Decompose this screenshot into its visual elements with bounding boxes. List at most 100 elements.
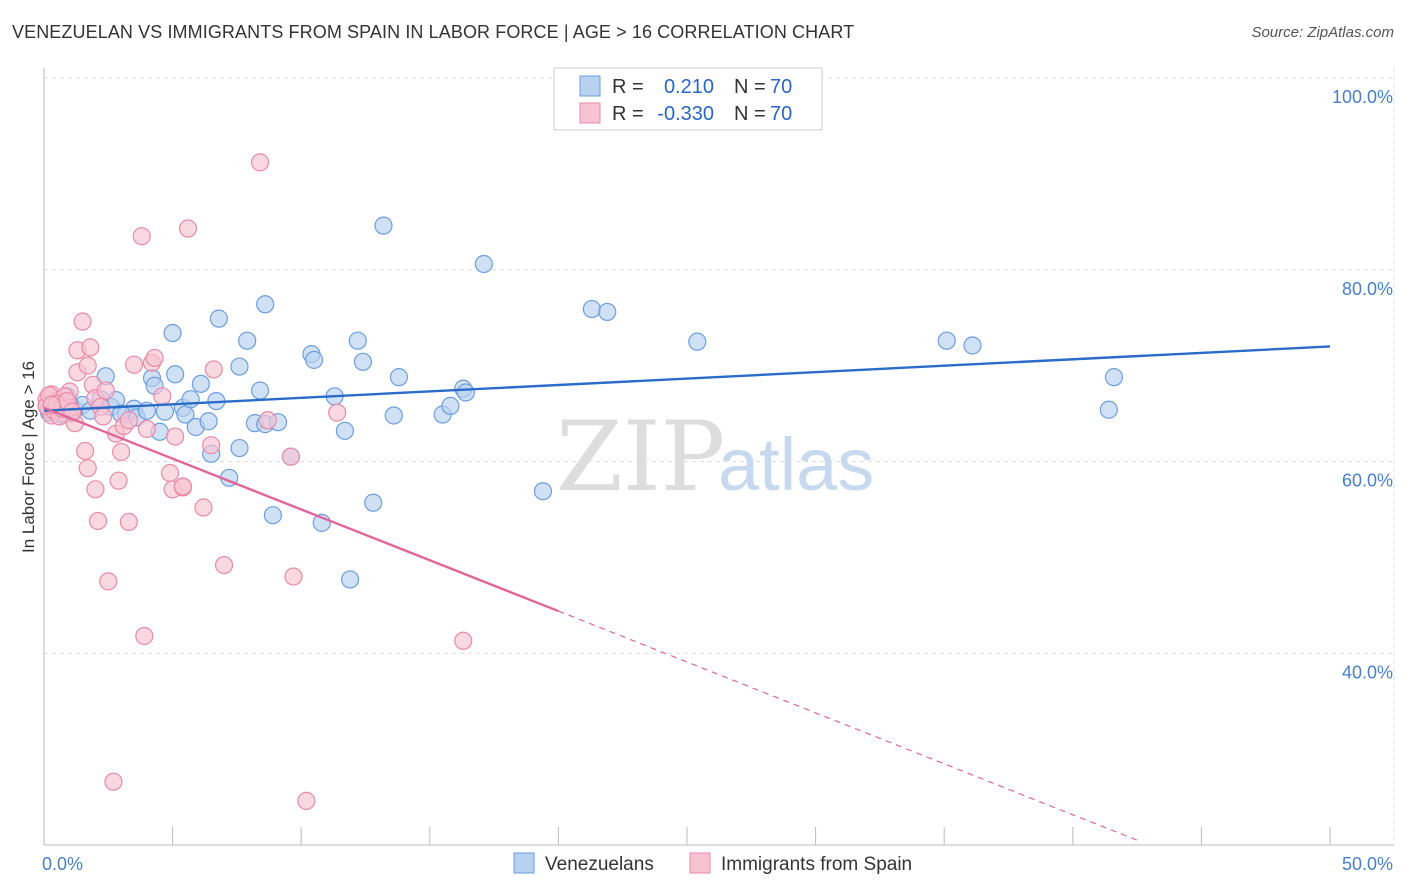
point-spain — [454, 631, 473, 650]
point-spain — [178, 219, 198, 238]
point-spain — [135, 626, 154, 646]
point-spain — [86, 480, 105, 499]
point-venezuelans — [1104, 368, 1124, 387]
point-spain — [194, 498, 213, 517]
point-spain — [284, 567, 303, 586]
point-venezuelans — [209, 309, 228, 328]
point-spain — [76, 441, 95, 461]
point-venezuelans — [181, 390, 200, 409]
legend-n-label-1: N = — [734, 76, 766, 98]
point-spain — [78, 356, 97, 375]
point-venezuelans — [374, 216, 393, 235]
point-venezuelans — [256, 295, 275, 314]
watermark: ZIP atlas — [556, 401, 874, 513]
chart-source: Source: ZipAtlas.com — [1251, 24, 1394, 41]
point-venezuelans — [348, 331, 367, 350]
trendline-spain — [43, 406, 559, 613]
y-axis-label: In Labor Force | Age > 16 — [19, 361, 38, 553]
point-spain — [73, 312, 92, 331]
watermark-zip: ZIP — [556, 401, 725, 513]
y-tick-label: 100.0% — [1332, 87, 1393, 107]
point-spain — [173, 477, 192, 496]
point-venezuelans — [963, 336, 982, 355]
point-spain — [81, 338, 100, 357]
point-venezuelans — [199, 412, 218, 431]
point-venezuelans — [1099, 400, 1118, 419]
point-venezuelans — [937, 331, 956, 350]
point-venezuelans — [389, 368, 409, 387]
series-legend: Venezuelans Immigrants from Spain — [513, 852, 912, 875]
point-venezuelans — [582, 299, 601, 319]
y-tick-label: 40.0% — [1342, 662, 1393, 682]
point-spain — [153, 387, 172, 406]
trend-layer — [43, 345, 1331, 841]
legend-r-label-2: R = — [612, 103, 644, 125]
x-tick-label: 50.0% — [1342, 854, 1393, 874]
series-legend-venezuelans: Venezuelans — [545, 854, 654, 875]
point-venezuelans — [263, 506, 283, 525]
point-venezuelans — [304, 350, 324, 369]
point-spain — [328, 403, 347, 422]
point-venezuelans — [441, 396, 460, 415]
point-spain — [94, 407, 113, 426]
point-spain — [137, 419, 156, 439]
legend-n-value-2: 70 — [770, 103, 792, 125]
series-legend-swatch-venezuelans — [513, 852, 535, 874]
trendline-venezuelans — [43, 345, 1331, 412]
point-spain — [145, 348, 164, 368]
point-venezuelans — [335, 421, 355, 440]
y-tick-label: 60.0% — [1342, 471, 1393, 491]
point-venezuelans — [474, 254, 493, 274]
point-spain — [132, 227, 151, 246]
point-venezuelans — [163, 323, 182, 343]
x-tick-label: 0.0% — [42, 854, 83, 874]
series-legend-spain: Immigrants from Spain — [721, 854, 912, 875]
axes-layer — [43, 68, 1394, 846]
point-spain — [124, 355, 144, 374]
legend-r-value-1: 0.210 — [664, 76, 714, 98]
point-venezuelans — [238, 331, 257, 350]
point-spain — [99, 572, 118, 591]
point-spain — [119, 411, 138, 430]
point-spain — [202, 436, 221, 455]
point-spain — [166, 427, 185, 446]
legend-swatch-blue — [579, 75, 601, 97]
point-venezuelans — [364, 493, 383, 512]
correlation-legend: R = 0.210 N = 70 R = -0.330 N = 70 — [553, 67, 823, 131]
point-venezuelans — [384, 406, 403, 425]
points-layer — [37, 153, 1124, 810]
point-spain — [204, 360, 223, 379]
point-venezuelans — [230, 357, 249, 376]
point-spain — [104, 772, 123, 791]
point-spain — [88, 511, 108, 531]
point-spain — [160, 463, 180, 483]
point-venezuelans — [353, 352, 373, 371]
ticks-layer: 40.0% 60.0% 80.0% 100.0% 0.0% 50.0% — [42, 87, 1393, 874]
point-spain — [109, 471, 128, 490]
legend-swatch-pink — [579, 102, 601, 124]
series-legend-swatch-spain — [689, 852, 711, 874]
point-venezuelans — [533, 482, 553, 501]
y-tick-label: 80.0% — [1342, 279, 1393, 299]
point-venezuelans — [191, 374, 210, 393]
point-spain — [96, 381, 115, 400]
watermark-atlas: atlas — [718, 423, 874, 506]
legend-r-label-1: R = — [612, 76, 644, 98]
point-venezuelans — [688, 332, 707, 351]
legend-n-label-2: N = — [734, 103, 766, 125]
legend-n-value-1: 70 — [770, 76, 792, 98]
point-venezuelans — [230, 438, 249, 458]
point-spain — [297, 791, 316, 810]
point-venezuelans — [250, 381, 270, 400]
point-spain — [214, 555, 234, 575]
point-spain — [258, 411, 277, 430]
point-venezuelans — [456, 383, 475, 402]
point-venezuelans — [340, 570, 360, 589]
point-spain — [112, 442, 131, 462]
point-venezuelans — [598, 302, 617, 322]
point-spain — [250, 153, 270, 172]
legend-r-value-2: -0.330 — [657, 103, 714, 125]
point-spain — [78, 459, 97, 478]
point-venezuelans — [166, 365, 185, 384]
